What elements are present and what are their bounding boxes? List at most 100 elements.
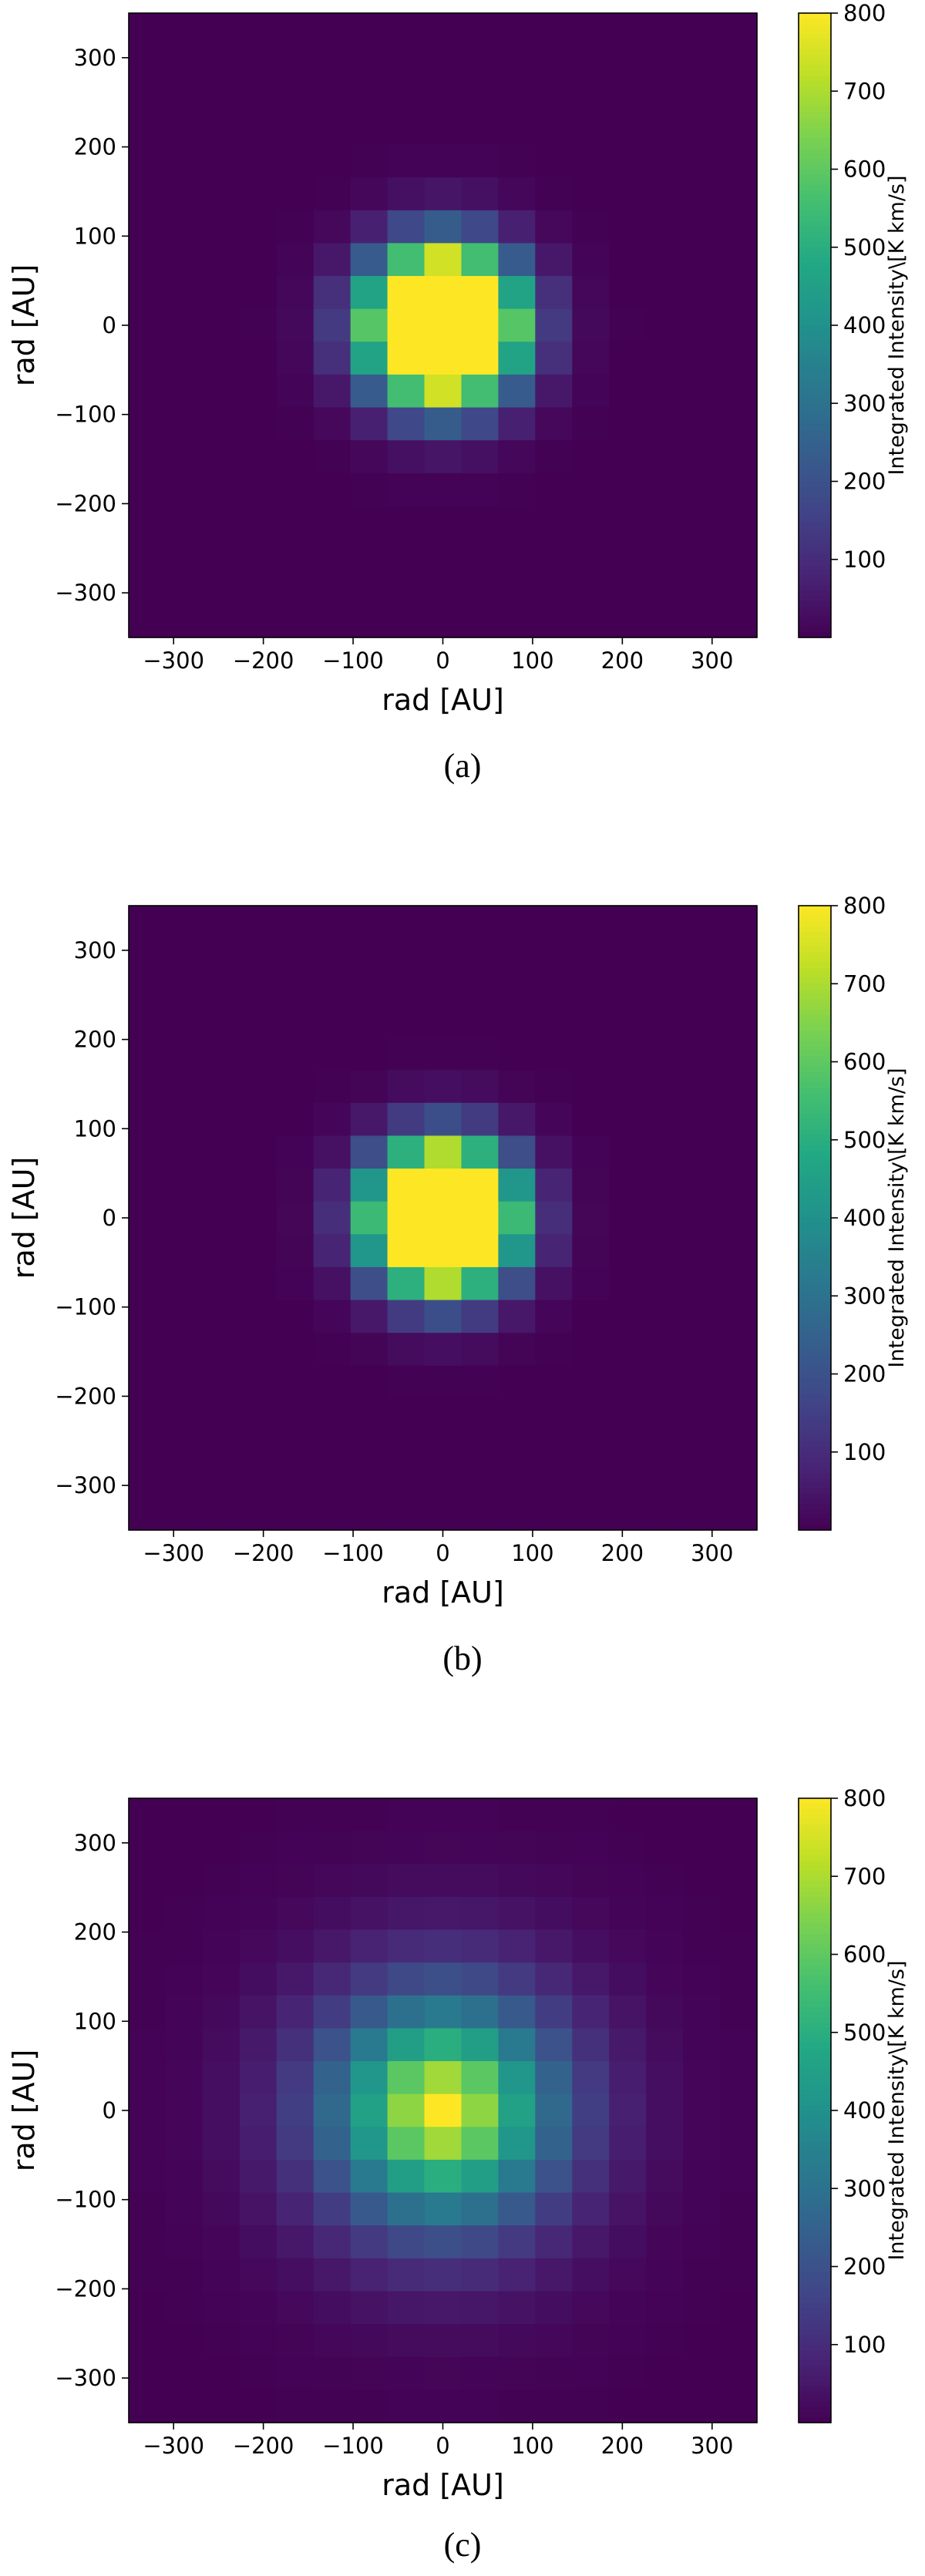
heatmap-cell	[424, 2291, 462, 2325]
heatmap-cell	[535, 1798, 573, 1832]
heatmap-cell	[535, 45, 573, 79]
heatmap-cell	[683, 374, 721, 409]
heatmap-cell	[350, 2258, 388, 2292]
heatmap-cell	[239, 2028, 278, 2062]
heatmap-cell	[461, 1464, 500, 1498]
heatmap-cell	[202, 1234, 240, 1268]
colorbar-segment	[799, 1139, 831, 1146]
heatmap-cell	[313, 1431, 352, 1465]
heatmap-cell	[572, 13, 610, 47]
colorbar-segment	[799, 1368, 831, 1375]
heatmap-cell	[646, 177, 684, 211]
colorbar-tick-label: 300	[843, 390, 886, 416]
colorbar-segment	[799, 1855, 831, 1861]
heatmap-cell	[313, 2192, 352, 2226]
heatmap-cell	[387, 1234, 426, 1268]
heatmap-cell	[609, 1962, 647, 1996]
heatmap-cell	[313, 2389, 352, 2423]
heatmap-cell	[387, 1798, 426, 1832]
colorbar-segment	[799, 942, 831, 948]
colorbar-segment	[799, 1317, 831, 1323]
heatmap-cell	[646, 1201, 684, 1235]
heatmap-cell	[461, 13, 500, 47]
heatmap-cell	[202, 2356, 240, 2390]
heatmap-cell	[609, 1004, 647, 1038]
heatmap-cell	[683, 144, 721, 178]
heatmap-cell	[535, 440, 573, 474]
colorbar-segment	[799, 1436, 831, 1442]
heatmap-cell	[498, 506, 536, 540]
heatmap-cell	[461, 1201, 500, 1235]
heatmap-cell	[720, 1333, 758, 1367]
heatmap-cell	[535, 308, 573, 342]
heatmap-cell	[350, 2225, 388, 2259]
heatmap-cell	[239, 1169, 278, 1202]
colorbar-segment	[799, 1306, 831, 1313]
heatmap-cell	[313, 13, 352, 47]
x-tick-label: 300	[691, 1540, 733, 1566]
heatmap-cell	[461, 971, 500, 1005]
heatmap-cell	[387, 1831, 426, 1865]
heatmap-cell	[129, 906, 166, 940]
heatmap-cell	[572, 1398, 610, 1432]
colorbar-segment	[799, 2115, 831, 2122]
heatmap-cell	[720, 2061, 758, 2095]
heatmap-cell	[276, 571, 314, 605]
heatmap-cell	[424, 1365, 462, 1400]
colorbar-segment	[799, 382, 831, 388]
y-tick-label: 100	[74, 2008, 116, 2034]
colorbar-segment	[799, 2402, 831, 2408]
heatmap-cell	[313, 472, 352, 507]
heatmap-cell	[609, 1365, 647, 1400]
figure-panel-b: −300 −200 −100 0 100 200 300 −300 −200 −100 0 100 20…	[0, 893, 925, 1756]
heatmap-cell	[609, 2291, 647, 2325]
heatmap-cell	[646, 604, 684, 638]
heatmap-cell	[276, 2258, 314, 2292]
heatmap-cell	[609, 1431, 647, 1465]
heatmap-cell	[129, 2258, 166, 2292]
heatmap-cell	[683, 177, 721, 211]
heatmap-cell	[572, 1300, 610, 1333]
heatmap-cell	[535, 2061, 573, 2095]
heatmap-cell	[165, 45, 204, 79]
colorbar-segment	[799, 585, 831, 591]
heatmap-cell	[572, 2225, 610, 2259]
heatmap-cell	[350, 1929, 388, 1963]
heatmap-cell	[646, 1037, 684, 1071]
heatmap-cell	[387, 1004, 426, 1038]
heatmap-cell	[424, 13, 462, 47]
heatmap-cell	[424, 2192, 462, 2226]
heatmap-cell	[350, 2061, 388, 2095]
heatmap-cell	[609, 1929, 647, 1963]
heatmap-cell	[720, 45, 758, 79]
heatmap-cell	[572, 243, 610, 277]
heatmap-cell	[350, 210, 388, 244]
heatmap-cell	[129, 472, 166, 507]
heatmap-cell	[646, 45, 684, 79]
heatmap-cell	[572, 2127, 610, 2161]
heatmap-cell	[683, 938, 721, 972]
heatmap-cell	[313, 45, 352, 79]
heatmap-cell	[129, 79, 166, 113]
colorbar-segment	[799, 163, 831, 170]
heatmap-cell	[239, 341, 278, 375]
heatmap-cell	[313, 440, 352, 474]
colorbar-segment	[799, 112, 831, 118]
heatmap-cell	[535, 472, 573, 507]
heatmap-cell	[202, 1004, 240, 1038]
heatmap-cell	[202, 2258, 240, 2292]
colorbar-segment	[799, 445, 831, 451]
heatmap-cell	[387, 2093, 426, 2127]
heatmap-cell	[535, 1497, 573, 1531]
heatmap-cell	[350, 539, 388, 573]
heatmap-cell	[720, 308, 758, 342]
colorbar-segment	[799, 267, 831, 274]
heatmap-cell	[683, 2127, 721, 2161]
heatmap-cell	[350, 2127, 388, 2161]
heatmap-cell	[350, 1464, 388, 1498]
heatmap-cell	[350, 45, 388, 79]
heatmap-cell	[165, 1037, 204, 1071]
colorbar-segment	[799, 2141, 831, 2147]
heatmap-cell	[239, 938, 278, 972]
heatmap-cell	[498, 2324, 536, 2358]
